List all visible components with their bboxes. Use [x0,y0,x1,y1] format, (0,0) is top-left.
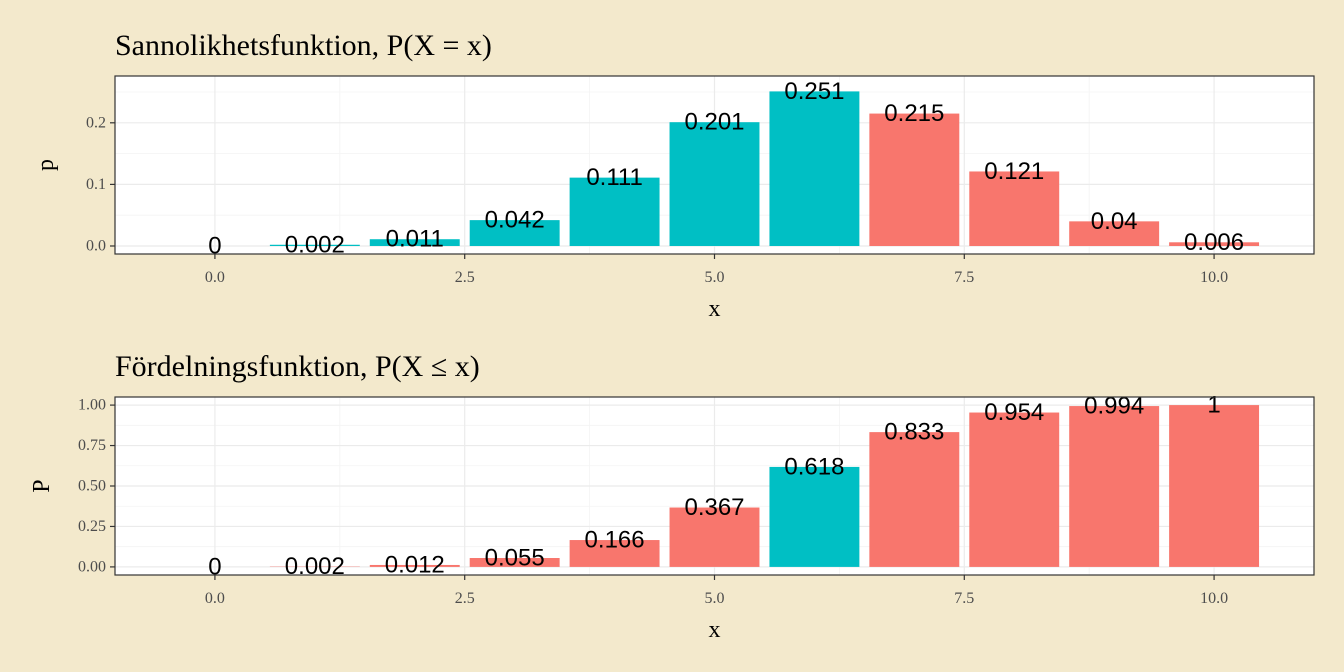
bar [969,171,1060,246]
bar-value-label: 0 [208,553,221,580]
y-tick-label: 1.00 [78,397,106,414]
bar [1069,221,1160,246]
bar [369,564,460,567]
chart-title: Sannolikhetsfunktion, P(X = x) [115,29,492,62]
bar [469,220,560,246]
x-tick-label: 5.0 [705,269,725,286]
pmf-chart: Sannolikhetsfunktion, P(X = x) 0 0.002 0.0… [33,29,1315,322]
bar-value-label: 0 [208,232,221,259]
x-tick-label: 7.5 [954,590,974,607]
bar-value-label: 0.618 [784,453,844,480]
bar [669,122,760,246]
x-axis-title: x [709,296,721,322]
y-tick-label: 0.2 [86,114,106,131]
bar-value-label: 0.055 [485,545,545,572]
bar [369,239,460,246]
bar [869,432,960,567]
bar-value-label: 0.111 [586,164,643,191]
chart-title: Fördelningsfunktion, P(X ≤ x) [115,350,480,383]
bar-value-label: 0.121 [984,158,1044,185]
y-tick-label: 0.0 [86,237,106,254]
y-tick-label: 0.75 [78,437,106,454]
bar-value-label: 0.166 [585,527,645,554]
bar-value-label: 0.011 [386,226,444,253]
bar-value-label: 0.006 [1184,229,1244,256]
bar [569,540,660,567]
bar [1069,406,1160,567]
bar-value-label: 0.215 [884,100,944,127]
bar [1169,242,1260,246]
cdf-chart: Fördelningsfunktion, P(X ≤ x) 0 0.002 0.01… [29,350,1315,643]
y-axis-title: p [33,159,59,171]
bar-value-label: 0.04 [1091,208,1138,235]
x-tick-label: 0.0 [205,590,225,607]
x-tick-label: 2.5 [455,590,475,607]
bar-value-label: 0.833 [884,419,944,446]
x-axis-title: x [709,617,721,643]
bar [769,466,860,567]
bar [469,558,560,567]
x-tick-label: 5.0 [705,590,725,607]
bar [969,412,1060,567]
x-tick-label: 10.0 [1200,590,1228,607]
y-tick-label: 0.1 [86,176,106,193]
bar-value-label: 1 [1207,392,1220,419]
y-tick-label: 0.00 [78,558,106,575]
x-tick-label: 10.0 [1200,269,1228,286]
bar-value-label: 0.042 [485,207,545,234]
bar [569,177,660,246]
bar [669,507,760,567]
bar [869,113,960,246]
bar-value-label: 0.012 [385,551,445,578]
bar [1169,405,1260,567]
bar-value-label: 0.954 [984,399,1044,426]
bar-value-label: 0.002 [285,553,345,580]
y-axis-title: P [29,479,55,492]
bar [769,91,860,246]
bar-value-label: 0.251 [784,78,844,105]
x-tick-label: 0.0 [205,269,225,286]
bar [269,244,360,246]
x-tick-label: 7.5 [954,269,974,286]
x-tick-label: 2.5 [455,269,475,286]
y-tick-label: 0.25 [78,518,106,535]
y-tick-label: 0.50 [78,478,106,495]
bar-value-label: 0.201 [684,109,744,136]
bar-value-label: 0.367 [684,494,744,521]
